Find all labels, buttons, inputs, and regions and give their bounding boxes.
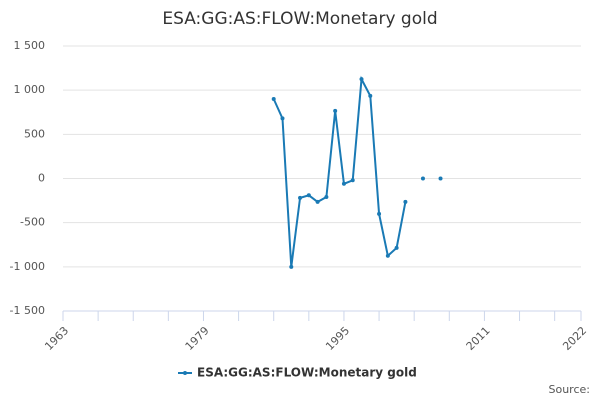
point — [359, 77, 364, 82]
point — [324, 195, 329, 200]
point — [403, 199, 408, 204]
y-tick-label: 1 500 — [14, 39, 46, 52]
point — [377, 211, 382, 216]
point — [289, 264, 294, 269]
point — [420, 176, 425, 181]
point — [333, 108, 338, 113]
point — [341, 181, 346, 186]
x-tick-label: 2011 — [464, 324, 493, 353]
point — [306, 193, 311, 198]
point — [368, 93, 373, 98]
series-line — [274, 79, 441, 267]
point — [385, 253, 390, 258]
y-tick-label: -1 500 — [10, 304, 45, 317]
y-tick-label: 500 — [24, 127, 45, 140]
point — [315, 199, 320, 204]
x-tick-label: 1979 — [183, 324, 212, 353]
x-tick-label: 1995 — [323, 324, 352, 353]
y-tick-label: 0 — [38, 172, 45, 185]
point — [350, 178, 355, 183]
source: Source: — [549, 383, 591, 396]
legend-marker — [183, 371, 187, 375]
point — [438, 176, 443, 181]
y-tick-label: -1 000 — [10, 260, 45, 273]
x-tick-label: 1963 — [42, 324, 71, 353]
x-tick-label: 2022 — [560, 324, 589, 353]
y-tick-label: 1 000 — [14, 83, 46, 96]
y-tick-label: -500 — [20, 216, 45, 229]
point — [280, 116, 285, 121]
chart-title: ESA:GG:AS:FLOW:Monetary gold — [162, 9, 437, 29]
point — [271, 97, 276, 101]
point — [298, 195, 303, 200]
legend-label: ESA:GG:AS:FLOW:Monetary gold — [197, 366, 417, 380]
point — [394, 245, 399, 250]
